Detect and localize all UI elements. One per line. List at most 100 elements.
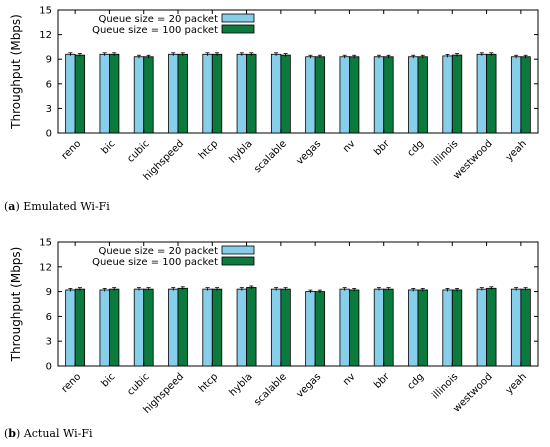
- chart-1-bar-series-1-westwood: [476, 53, 487, 134]
- chart-2-bar-series-2-cubic: [143, 288, 154, 367]
- chart-1-category-label-vegas: vegas: [294, 138, 323, 167]
- chart-1-bar-series-1-scalable: [270, 53, 282, 134]
- chart-1-bar-series-2-htcp: [211, 53, 223, 134]
- chart-1-bar-series-2-scalable: [280, 54, 291, 134]
- chart-1-bar-series-1-bbr: [373, 56, 385, 134]
- chart-1-bar-series-2-reno: [74, 54, 86, 134]
- chart-2-caption-open-paren: (: [4, 427, 8, 440]
- chart-1-caption-close-paren: ): [15, 200, 23, 213]
- chart-2-legend-label-1: Queue size = 20 packet: [98, 246, 218, 257]
- chart-2-category-label-htcp: htcp: [197, 371, 220, 394]
- chart-1-category-label-hybla: hybla: [227, 138, 254, 165]
- chart-2-bar-series-2-hybla: [246, 287, 257, 367]
- chart-2-caption: (b) Actual Wi-Fi: [4, 427, 93, 440]
- chart-1-legend-label-2: Queue size = 100 packet: [92, 25, 218, 36]
- chart-2-bar-series-1-yeah: [510, 288, 522, 367]
- chart-2-ytick-label: 3: [46, 337, 52, 348]
- chart-2-bar-series-1-htcp: [202, 288, 213, 367]
- chart-1-bar-series-2-vegas: [314, 56, 326, 134]
- chart-1-bar-series-2-nv: [349, 56, 360, 134]
- chart-2-bar-series-2-nv: [349, 289, 360, 367]
- chart-2-bar-series-2-yeah: [520, 288, 531, 367]
- chart-1-plot-frame: [57, 9, 539, 134]
- chart-2-y-axis-label: Throughput (Mbps): [9, 247, 23, 363]
- chart-1-caption: (a) Emulated Wi-Fi: [4, 200, 110, 213]
- chart-2-caption-text: Actual Wi-Fi: [23, 427, 93, 440]
- chart-2-bar-series-2-htcp: [211, 288, 223, 367]
- chart-2-category-label-illinois: illinois: [430, 371, 460, 401]
- chart-2-bar-series-2-westwood: [486, 287, 497, 367]
- chart-2-bar-series-1-cdg: [408, 289, 419, 367]
- chart-2-ytick-label: 15: [39, 238, 52, 249]
- chart-2-bar-series-2-vegas: [314, 291, 326, 367]
- chart-1-legend-label-1: Queue size = 20 packet: [98, 14, 218, 25]
- chart-2-bar-series-1-hybla: [236, 288, 247, 367]
- chart-1-bar-series-1-reno: [65, 53, 76, 134]
- chart-1-bar-series-1-yeah: [510, 56, 522, 134]
- chart-2-bar-series-2-bbr: [383, 288, 394, 367]
- chart-1-legend-swatch-2: [221, 24, 255, 34]
- chart-2-bar-series-2-bic: [109, 288, 120, 367]
- chart-1-ytick-label: 15: [39, 6, 52, 17]
- chart-1-y-axis-label: Throughput (Mbps): [9, 14, 23, 130]
- chart-2-bar-series-2-highspeed: [177, 287, 188, 367]
- chart-1-legend-swatch-1: [221, 13, 255, 23]
- chart-2-ytick-label: 6: [46, 312, 52, 323]
- chart-1-bar-series-2-bic: [109, 53, 120, 134]
- chart-2-category-label-bic: bic: [99, 371, 117, 389]
- chart-2-bar-series-1-highspeed: [168, 288, 179, 367]
- chart-2-bar-series-1-illinois: [442, 289, 453, 367]
- chart-2-category-label-cubic: cubic: [125, 371, 151, 397]
- chart-2-category-label-scalable: scalable: [252, 371, 289, 408]
- chart-1-bar-series-1-nv: [339, 56, 350, 134]
- chart-2-bar-series-1-nv: [339, 288, 350, 367]
- chart-1-bar-series-1-cubic: [133, 56, 145, 134]
- chart-1-bar-series-1-htcp: [202, 53, 213, 134]
- chart-1-bar-series-1-illinois: [442, 55, 453, 134]
- chart-2-bar-series-1-bic: [99, 289, 110, 367]
- chart-1-bar-series-1-hybla: [236, 53, 247, 134]
- chart-1-bar-series-1-bic: [99, 53, 110, 134]
- chart-2-bar-series-1-scalable: [270, 288, 282, 367]
- chart-2-legend-swatch-1: [221, 245, 255, 255]
- chart-1-bar-series-2-cdg: [417, 56, 428, 134]
- chart-1-bar-series-2-hybla: [246, 53, 257, 134]
- chart-2-category-label-nv: nv: [341, 371, 358, 388]
- chart-2-bar-series-1-reno: [65, 289, 76, 367]
- chart-2-caption-close-paren: ): [16, 427, 24, 440]
- chart-1-category-label-htcp: htcp: [197, 138, 220, 161]
- chart-2-category-label-cdg: cdg: [405, 371, 426, 392]
- chart-1-bar-series-2-cubic: [143, 56, 154, 134]
- chart-2-category-label-reno: reno: [60, 371, 84, 395]
- chart-2-category-label-hybla: hybla: [227, 371, 254, 398]
- chart-1-category-label-bbr: bbr: [372, 138, 392, 158]
- chart-1-caption-open-paren: (: [4, 200, 8, 213]
- chart-1-category-label-cubic: cubic: [125, 138, 151, 164]
- chart-1-caption-text: Emulated Wi-Fi: [23, 200, 110, 213]
- chart-2-plot-frame: [57, 241, 539, 367]
- chart-1-caption-letter: a: [8, 200, 15, 213]
- chart-2-bar-series-1-cubic: [133, 288, 145, 367]
- chart-2-bar-series-2-illinois: [451, 289, 463, 367]
- chart-2-bar-series-2-scalable: [280, 288, 291, 367]
- chart-1-bar-series-1-cdg: [408, 56, 419, 134]
- chart-2-bar-series-2-cdg: [417, 289, 428, 367]
- chart-1-category-label-illinois: illinois: [430, 138, 460, 168]
- chart-2-bar-series-1-westwood: [476, 288, 487, 367]
- chart-2-category-label-vegas: vegas: [294, 371, 323, 400]
- chart-1-bar-series-1-vegas: [305, 56, 316, 134]
- chart-1-category-label-reno: reno: [60, 138, 84, 162]
- chart-1-category-label-cdg: cdg: [405, 138, 426, 159]
- chart-2-bar-series-1-bbr: [373, 288, 385, 367]
- chart-1-category-label-yeah: yeah: [504, 138, 529, 163]
- chart-1-bar-series-1-highspeed: [168, 53, 179, 134]
- chart-1-category-label-bic: bic: [99, 138, 117, 156]
- chart-1-ytick-label: 9: [46, 55, 52, 66]
- chart-1-bar-series-2-yeah: [520, 56, 531, 134]
- chart-2-legend-label-2: Queue size = 100 packet: [92, 257, 218, 268]
- chart-1-category-label-nv: nv: [341, 138, 358, 155]
- chart-1-bar-series-2-bbr: [383, 56, 394, 134]
- chart-2-category-label-yeah: yeah: [504, 371, 529, 396]
